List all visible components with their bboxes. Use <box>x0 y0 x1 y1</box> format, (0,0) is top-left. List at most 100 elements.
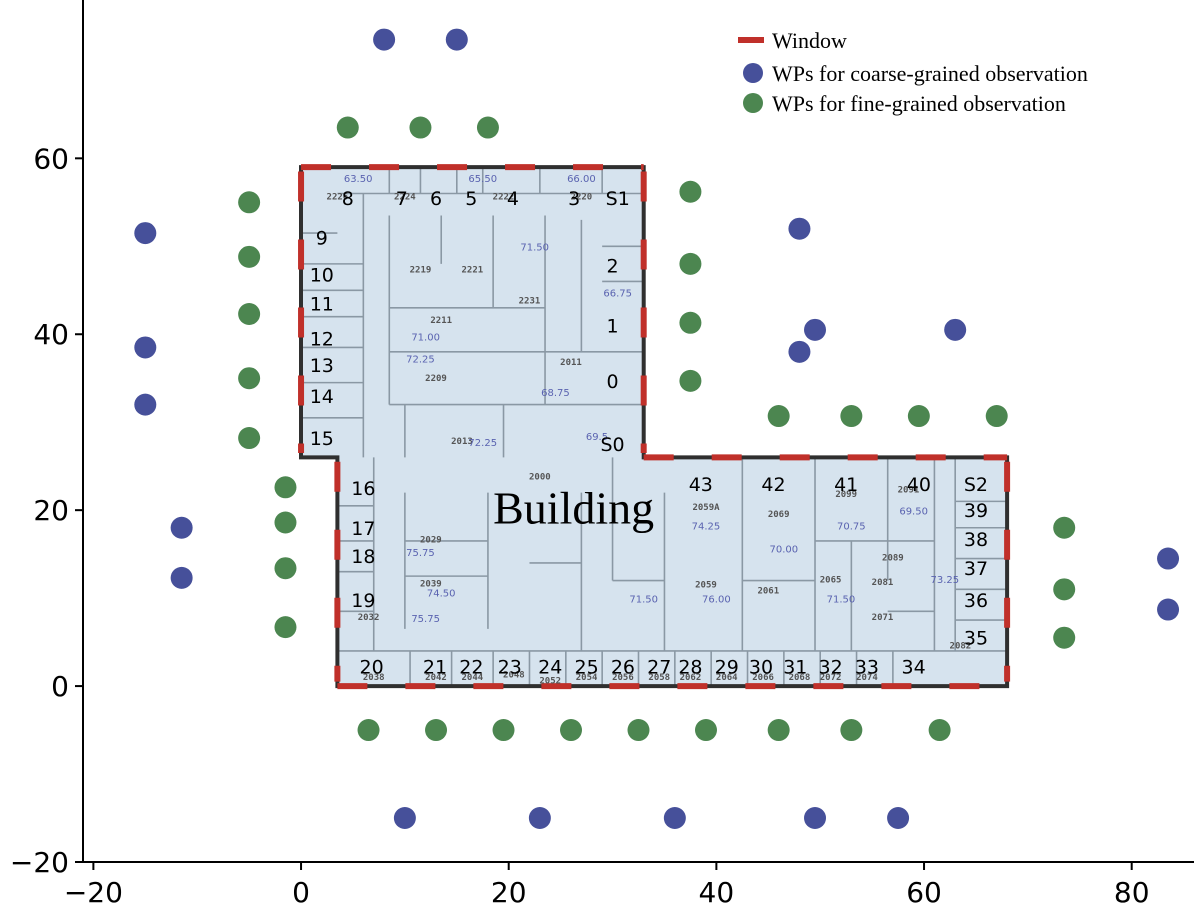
fine-waypoint-point <box>1053 578 1076 601</box>
room-label: 42 <box>761 474 785 496</box>
fine-waypoint-point <box>679 311 702 334</box>
room-label: 17 <box>351 518 375 540</box>
room-code: 2219 <box>410 266 432 276</box>
room-code: 2032 <box>358 613 380 623</box>
fine-waypoint-point <box>274 476 297 499</box>
room-code: 2089 <box>882 553 904 563</box>
fine-waypoint-point <box>238 427 261 450</box>
legend-swatch-fine <box>743 93 763 113</box>
room-label: 14 <box>310 386 334 408</box>
x-tick-label: 80 <box>1114 876 1150 909</box>
room-label: 33 <box>855 657 879 679</box>
waypoints <box>134 28 1180 830</box>
room-label: 22 <box>459 657 483 679</box>
room-code: 2044 <box>462 673 484 683</box>
room-label: 31 <box>783 657 807 679</box>
coarse-waypoint-point <box>134 222 157 245</box>
room-label: 16 <box>351 478 375 500</box>
y-tick-label: 40 <box>33 318 69 351</box>
temperature-label: 76.00 <box>702 595 731 606</box>
fine-waypoint-point <box>767 719 790 742</box>
room-label: 28 <box>678 657 702 679</box>
building-footprint <box>301 167 1008 687</box>
room-label: 34 <box>902 657 926 679</box>
building-label: Building <box>493 482 654 533</box>
room-code: 2082 <box>950 641 972 651</box>
fine-waypoint-point <box>238 367 261 390</box>
temperature-label: 69.50 <box>899 507 928 518</box>
fine-waypoint-point <box>679 252 702 275</box>
room-code: 2000 <box>529 472 551 482</box>
x-tick-label: −20 <box>64 876 123 909</box>
fine-waypoint-point <box>1053 516 1076 539</box>
temperature-label: 71.50 <box>827 595 856 606</box>
fine-waypoint-point <box>1053 626 1076 649</box>
temperature-label: 66.75 <box>603 288 632 299</box>
room-code: 2038 <box>363 673 385 683</box>
room-label: 30 <box>749 657 773 679</box>
x-tick-label: 60 <box>906 876 942 909</box>
fine-waypoint-point <box>492 719 515 742</box>
x-tick-label: 0 <box>292 876 310 909</box>
room-code: 2220 <box>571 193 593 203</box>
temperature-label: 65.50 <box>468 174 497 185</box>
windows <box>298 164 1011 690</box>
room-code: 2039 <box>420 580 442 590</box>
room-code: 2065 <box>820 575 842 585</box>
room-code: 2231 <box>519 296 541 306</box>
fine-waypoint-point <box>985 405 1008 428</box>
temperature-label: 73.25 <box>930 575 959 586</box>
x-tick-label: 40 <box>699 876 735 909</box>
room-label: 3 <box>568 188 580 210</box>
interior-walls <box>301 167 1008 687</box>
temperature-label: 63.50 <box>344 174 373 185</box>
fine-waypoint-point <box>274 511 297 534</box>
room-label: 15 <box>310 428 334 450</box>
room-code: 2029 <box>420 536 442 546</box>
fine-waypoint-point <box>476 116 499 139</box>
y-tick-label: 20 <box>33 494 69 527</box>
temperature-label: 71.50 <box>520 243 549 254</box>
temperature-label: 74.25 <box>692 522 721 533</box>
fine-waypoint-point <box>409 116 432 139</box>
coarse-waypoint-point <box>445 28 468 51</box>
room-code: 2224 <box>394 193 416 203</box>
fine-waypoint-point <box>679 180 702 203</box>
room-label: 36 <box>964 590 988 612</box>
coarse-waypoint-point <box>170 566 193 589</box>
room-code: 2042 <box>425 673 447 683</box>
room-label: 32 <box>818 657 842 679</box>
temperature-label: 74.50 <box>427 588 456 599</box>
room-code: 2011 <box>560 358 582 368</box>
room-code: 2056 <box>612 673 634 683</box>
room-label: 29 <box>715 657 739 679</box>
temperature-labels: 63.50 65.50 66.00 71.50 66.75 71.00 72.25 68.75… <box>344 174 959 625</box>
temperature-label: 70.00 <box>770 544 799 555</box>
coarse-waypoint-point <box>663 807 686 830</box>
fine-waypoint-point <box>274 557 297 580</box>
room-code: 2071 <box>872 613 894 623</box>
room-label: 41 <box>834 474 858 496</box>
room-code: 2059 <box>695 581 717 591</box>
room-label: 4 <box>507 188 519 210</box>
room-label: 5 <box>465 188 477 210</box>
room-code: 2074 <box>856 673 878 683</box>
room-label: 18 <box>351 546 375 568</box>
fine-waypoint-point <box>694 719 717 742</box>
temperature-label: 69.5 <box>586 432 608 443</box>
room-label: 24 <box>538 657 562 679</box>
room-code: 2099 <box>835 490 857 500</box>
coarse-waypoint-point <box>134 393 157 416</box>
fine-waypoint-point <box>928 719 951 742</box>
coarse-waypoint-point <box>393 807 416 830</box>
temperature-label: 75.75 <box>406 548 435 559</box>
room-code: 2221 <box>462 266 484 276</box>
temperature-label: 71.50 <box>629 595 658 606</box>
legend: Window WPs for coarse-grained observatio… <box>738 28 1088 116</box>
room-label: 10 <box>310 264 334 286</box>
fine-waypoint-point <box>274 616 297 639</box>
temperature-label: 70.75 <box>837 522 866 533</box>
room-code: 2211 <box>430 316 452 326</box>
coarse-waypoint-point <box>528 807 551 830</box>
